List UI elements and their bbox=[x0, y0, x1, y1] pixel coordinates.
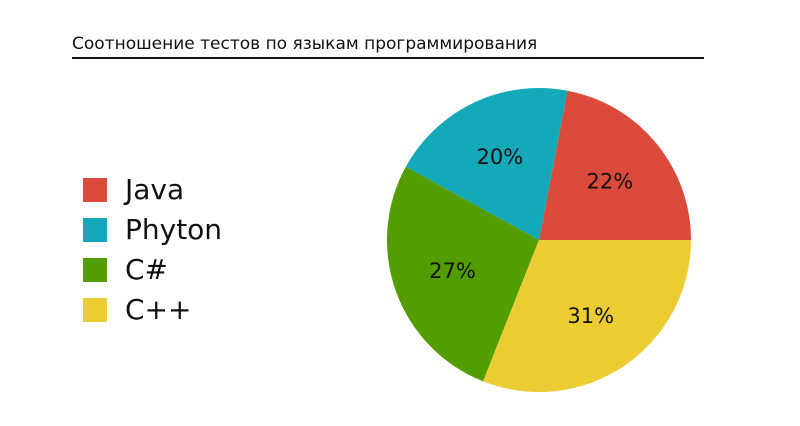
title-underline bbox=[72, 57, 704, 59]
legend-item-java: Java bbox=[83, 170, 222, 210]
legend-label-java: Java bbox=[125, 173, 185, 206]
legend-swatch-phyton bbox=[83, 218, 107, 242]
pie-slice-phyton bbox=[405, 87, 568, 240]
pie-slice-label-cpp: 31% bbox=[567, 304, 614, 328]
legend-item-cpp: C++ bbox=[83, 290, 222, 330]
pie-slice-labels: 22% 20% 27% 31% bbox=[429, 145, 633, 328]
legend-swatch-cpp bbox=[83, 298, 107, 322]
pie-slice-label-csharp: 27% bbox=[429, 259, 476, 283]
legend-swatch-csharp bbox=[83, 258, 107, 282]
pie-slice-cpp bbox=[483, 240, 691, 393]
legend-item-phyton: Phyton bbox=[83, 210, 222, 250]
pie-slice-csharp bbox=[386, 166, 539, 382]
pie-slice-label-phyton: 20% bbox=[476, 145, 523, 169]
pie-slice-java bbox=[539, 90, 691, 240]
legend-item-csharp: C# bbox=[83, 250, 222, 290]
legend-label-phyton: Phyton bbox=[125, 213, 223, 246]
pie-slices bbox=[386, 87, 691, 393]
legend-label-csharp: C# bbox=[125, 253, 169, 286]
pie-slice-label-java: 22% bbox=[587, 169, 634, 193]
legend: Java Phyton C# C++ bbox=[83, 170, 222, 330]
legend-swatch-java bbox=[83, 178, 107, 202]
chart-title: Соотношение тестов по языкам программиро… bbox=[72, 34, 538, 54]
legend-label-cpp: C++ bbox=[125, 293, 192, 326]
